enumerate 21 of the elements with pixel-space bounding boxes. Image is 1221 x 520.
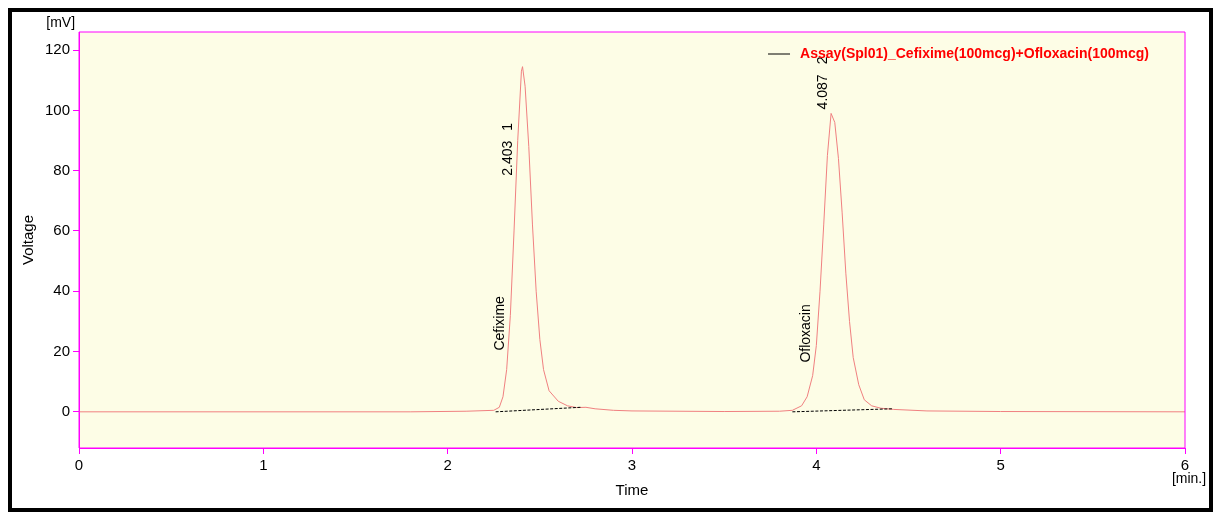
annotation: 4.087 [813, 74, 830, 110]
x-tick-label: 2 [443, 456, 452, 474]
text: [mV] [46, 13, 76, 30]
x-axis-title: Time [615, 481, 649, 499]
y-tick-label: 80 [53, 160, 71, 178]
y-tick-label: 0 [61, 401, 71, 419]
x-tick-label: 3 [627, 456, 637, 474]
y-tick-label: 100 [45, 100, 71, 118]
x-tick-label: 5 [996, 456, 1005, 474]
x-tick-label: 4 [812, 456, 821, 474]
y-tick-label: 120 [45, 40, 71, 58]
y-axis-title: Voltage [19, 214, 37, 266]
y-tick-label: 60 [53, 221, 71, 239]
annotation: Cefixime [490, 295, 507, 351]
x-tick-label: 1 [259, 456, 268, 474]
y-tick-label: 40 [53, 281, 71, 299]
annotation: 1 [498, 122, 515, 131]
annotation: 2.403 [498, 140, 515, 176]
y-tick-label: 20 [53, 341, 71, 359]
annotation: Ofloxacin [796, 304, 813, 363]
x-tick-label: 0 [74, 456, 84, 474]
